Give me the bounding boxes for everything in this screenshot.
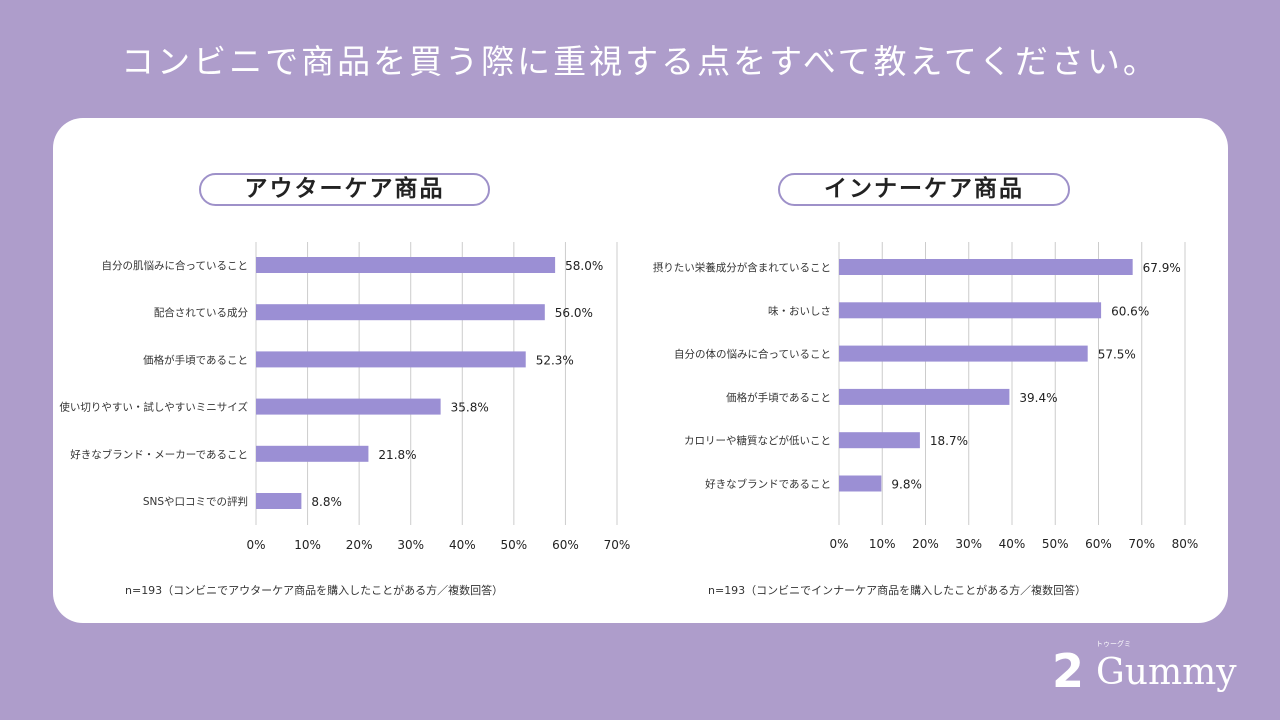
category-label: 使い切りやすい・試しやすいミニサイズ [59,401,248,414]
page-title: コンビニで商品を買う際に重視する点をすべて教えてください。 [121,42,1159,81]
category-label: 好きなブランド・メーカーであること [70,448,248,461]
x-tick-label: 30% [955,537,982,551]
category-label: カロリーや糖質などが低いこと [684,434,831,447]
x-tick-label: 60% [552,538,579,552]
x-tick-label: 0% [829,537,848,551]
bar [839,388,1010,405]
data-label: 9.8% [891,478,922,492]
category-label: 味・おいしさ [768,305,831,317]
data-label: 58.0% [565,259,603,273]
bar [839,302,1102,319]
bar [256,493,302,509]
x-tick-label: 80% [1172,537,1199,551]
x-tick-label: 50% [1042,537,1069,551]
data-label: 35.8% [451,401,489,415]
logo-kana: トゥーグミ [1096,640,1131,648]
data-label: 52.3% [536,353,574,367]
logo-wordmark: Gummy [1096,652,1237,693]
inner-sample-note: n=193（コンビニでインナーケア商品を購入したことがある方／複数回答） [708,584,1087,597]
logo-numeral: 2 [1052,644,1085,698]
x-tick-label: 70% [1128,537,1155,551]
outer-sample-note: n=193（コンビニでアウターケア商品を購入したことがある方／複数回答） [125,584,504,597]
bar [256,351,526,368]
bar [256,304,545,321]
x-tick-label: 50% [501,538,528,552]
x-tick-label: 10% [869,537,896,551]
category-label: 配合されている成分 [154,306,249,319]
x-tick-label: 40% [999,537,1026,551]
x-tick-label: 10% [294,538,321,552]
brand-logo: 2 トゥーグミ Gummy [1052,640,1252,700]
x-tick-label: 70% [604,538,631,552]
data-label: 56.0% [555,306,593,320]
x-tick-label: 20% [912,537,939,551]
bar [839,345,1088,362]
x-tick-label: 40% [449,538,476,552]
category-label: 自分の体の悩みに合っていること [674,348,831,361]
data-label: 18.7% [930,434,968,448]
category-label: 価格が手頃であること [726,391,831,404]
bar [256,257,556,273]
data-label: 39.4% [1019,391,1057,405]
data-label: 60.6% [1111,304,1149,318]
bar [256,398,441,415]
x-tick-label: 20% [346,538,373,552]
bar [839,259,1133,275]
data-label: 67.9% [1143,261,1181,275]
category-label: 自分の肌悩みに合っていること [102,259,248,272]
category-label: 価格が手頃であること [143,353,248,366]
x-tick-label: 60% [1085,537,1112,551]
chart-title-outer: アウターケア商品 [199,173,490,206]
bar [256,445,369,462]
bar [839,475,882,492]
data-label: 8.8% [311,495,342,509]
category-label: 摂りたい栄養成分が含まれていること [653,261,831,274]
data-label: 57.5% [1098,348,1136,362]
category-label: SNSや口コミでの評判 [143,495,248,508]
x-tick-label: 30% [397,538,424,552]
chart-title-inner: インナーケア商品 [778,173,1070,206]
data-label: 21.8% [378,448,416,462]
bar [839,432,920,449]
category-label: 好きなブランドであること [705,478,831,491]
x-tick-label: 0% [246,538,265,552]
